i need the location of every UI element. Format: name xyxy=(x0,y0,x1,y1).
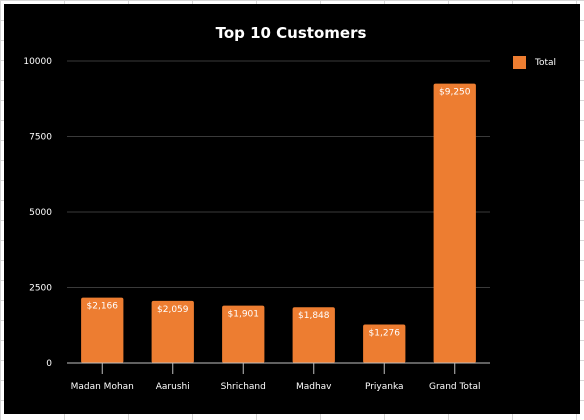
data-label: $1,901 xyxy=(228,310,260,320)
data-label: $2,166 xyxy=(87,302,119,312)
y-tick-label: 7500 xyxy=(29,133,52,143)
bar[interactable] xyxy=(363,324,406,363)
data-label: $9,250 xyxy=(439,88,471,98)
data-label: $2,059 xyxy=(157,305,189,315)
x-tick-label: Priyanka xyxy=(365,382,404,392)
data-label: $1,276 xyxy=(369,328,401,338)
chart-title: Top 10 Customers xyxy=(216,24,367,42)
x-tick-label: Shrichand xyxy=(221,382,266,392)
legend-swatch-total xyxy=(513,56,526,69)
bar[interactable] xyxy=(222,305,265,363)
legend-label-total: Total xyxy=(534,58,556,68)
x-axis: Madan Mohan Aarushi Shrichand Madhav Priyank… xyxy=(67,362,490,392)
bar[interactable] xyxy=(81,297,124,363)
bar[interactable] xyxy=(151,300,194,363)
y-tick-label: 5000 xyxy=(29,208,52,218)
bar[interactable] xyxy=(292,307,335,363)
y-tick-label: 0 xyxy=(46,359,52,369)
x-tick-label: Aarushi xyxy=(156,382,190,392)
y-axis-tick-labels: 0 2500 5000 7500 10000 xyxy=(23,57,52,369)
y-tick-label: 2500 xyxy=(29,284,52,294)
x-tick-label: Grand Total xyxy=(429,382,481,392)
bars: $2,166 $2,059 $1,901 $1,848 $1,276 $9,250 xyxy=(81,83,476,364)
chart-area[interactable]: Top 10 Customers 0 2500 5000 7500 10000 $2,1… xyxy=(4,4,580,414)
bar-chart: Top 10 Customers 0 2500 5000 7500 10000 $2,1… xyxy=(23,24,556,392)
y-tick-label: 10000 xyxy=(23,57,52,67)
gridlines xyxy=(67,60,490,288)
x-tick-label: Madan Mohan xyxy=(71,382,134,392)
x-tick-label: Madhav xyxy=(296,382,332,392)
data-label: $1,848 xyxy=(298,311,330,321)
legend[interactable]: Total xyxy=(513,56,556,69)
bar[interactable] xyxy=(433,83,476,364)
